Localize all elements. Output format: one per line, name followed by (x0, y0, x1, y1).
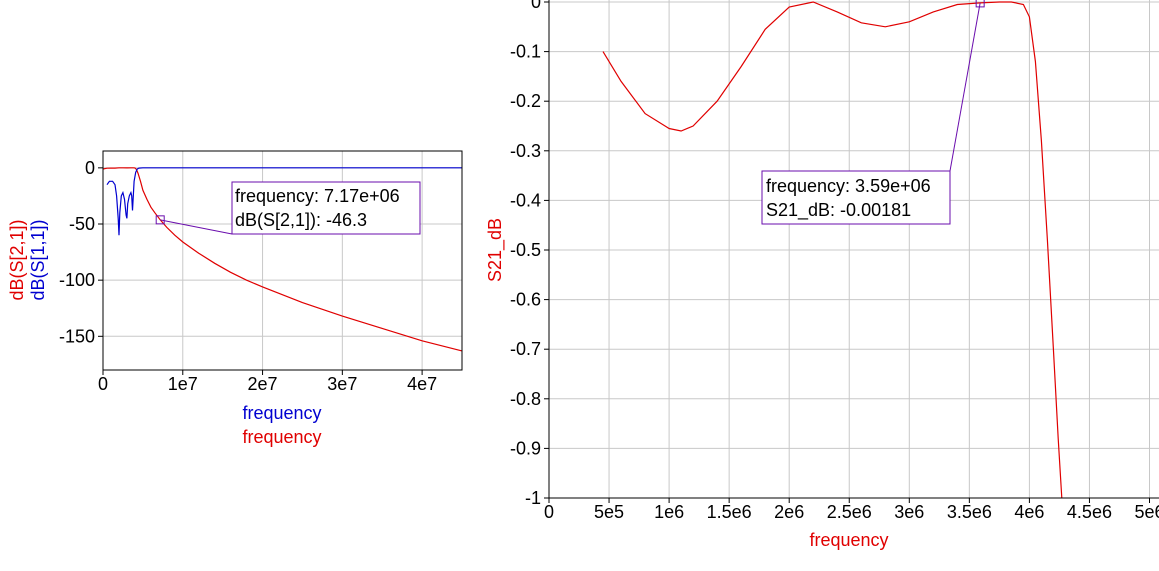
y-tick-label: -50 (69, 214, 95, 234)
x-tick-label: 1e6 (654, 502, 684, 522)
y-tick-label: -0.4 (510, 190, 541, 210)
right-marker-box (761, 170, 951, 225)
y-tick-label: -0.2 (510, 91, 541, 111)
y-tick-label: -0.3 (510, 141, 541, 161)
left-plot-frame (102, 150, 463, 371)
x-tick-label: 2e7 (248, 374, 278, 394)
right-ticks: 0 5e5 1e6 1.5e6 2e6 2.5e6 3e6 3.5e6 4e6 4.5e6 5e6 0… (510, 0, 1159, 522)
x-tick-label: 4.5e6 (1067, 502, 1112, 522)
right-chart: 0 5e5 1e6 1.5e6 2e6 2.5e6 3e6 3.5e6 4e6 4.5e6 5e6 0… (485, 0, 1159, 550)
left-marker-point[interactable] (155, 215, 165, 225)
right-marker[interactable]: frequency: 3.59e+06 S21_dB: -0.00181 (761, 0, 985, 225)
right-marker-line2: S21_dB: -0.00181 (766, 200, 911, 221)
left-marker-box (231, 181, 421, 235)
x-tick-label: 4e6 (1014, 502, 1044, 522)
series-line-db-s-2-1- (102, 167, 463, 352)
y-tick-label: -1 (525, 488, 541, 508)
left-ticks: 0 1e7 2e7 3e7 4e7 0 -50 -100 -150 (59, 158, 437, 394)
y-tick-label: -0.5 (510, 240, 541, 260)
y-tick-label: -150 (59, 326, 95, 346)
left-marker-leader (160, 219, 233, 235)
right-y-label: S21_dB (485, 218, 506, 282)
left-series (102, 167, 463, 352)
left-y-label-s21: dB(S[2,1]) (7, 219, 27, 300)
x-tick-label: 4e7 (407, 374, 437, 394)
series-line-db-s-1-1- (106, 167, 462, 236)
y-tick-label: -0.6 (510, 290, 541, 310)
left-y-label-s11: dB(S[1,1]) (28, 219, 48, 300)
y-tick-label: -0.7 (510, 339, 541, 359)
y-tick-label: 0 (531, 0, 541, 12)
x-tick-label: 5e5 (594, 502, 624, 522)
left-x-label-blue: frequency (242, 403, 321, 423)
y-tick-label: -0.8 (510, 389, 541, 409)
left-x-label-red: frequency (242, 427, 321, 447)
right-grid (548, 0, 1159, 499)
left-marker[interactable]: frequency: 7.17e+06 dB(S[2,1]): -46.3 (155, 181, 421, 235)
x-tick-label: 0 (544, 502, 554, 522)
y-tick-label: -100 (59, 270, 95, 290)
x-tick-label: 3.5e6 (947, 502, 992, 522)
left-marker-line1: frequency: 7.17e+06 (235, 186, 400, 206)
right-marker-line1: frequency: 3.59e+06 (766, 176, 931, 196)
x-tick-label: 0 (98, 374, 108, 394)
y-tick-label: -0.1 (510, 42, 541, 62)
left-marker-line2: dB(S[2,1]): -46.3 (235, 210, 367, 230)
x-tick-label: 2e6 (774, 502, 804, 522)
left-chart: 0 1e7 2e7 3e7 4e7 0 -50 -100 -150 dB(S[2,1]) dB(… (7, 150, 463, 447)
right-series (602, 1, 1063, 499)
x-tick-label: 5e6 (1134, 502, 1159, 522)
x-tick-label: 2.5e6 (827, 502, 872, 522)
y-tick-label: 0 (85, 158, 95, 178)
y-tick-label: -0.9 (510, 438, 541, 458)
right-marker-point[interactable] (975, 0, 985, 8)
right-x-label: frequency (809, 530, 888, 550)
x-tick-label: 3e7 (327, 374, 357, 394)
right-marker-leader (949, 2, 981, 172)
x-tick-label: 1e7 (168, 374, 198, 394)
series-line-s21-db (602, 1, 1063, 499)
x-tick-label: 3e6 (894, 502, 924, 522)
x-tick-label: 1.5e6 (707, 502, 752, 522)
